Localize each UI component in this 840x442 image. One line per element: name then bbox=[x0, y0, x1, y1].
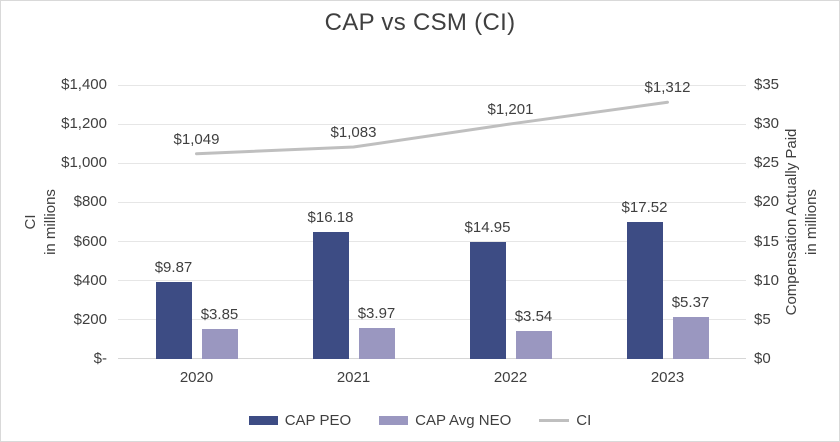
line-data-label: $1,049 bbox=[173, 130, 220, 148]
bar-data-label: $9.87 bbox=[154, 258, 193, 276]
bar-data-label: $3.54 bbox=[514, 308, 553, 326]
legend: CAP PEO CAP Avg NEO CI bbox=[1, 407, 839, 433]
y-axis-left-tick: $1,200 bbox=[61, 115, 107, 133]
bar-cap-peo-2023 bbox=[626, 221, 663, 359]
gridline bbox=[118, 241, 746, 243]
y-axis-right-tick: $30 bbox=[754, 115, 780, 133]
gridline bbox=[118, 319, 746, 321]
line-series-ci bbox=[195, 100, 669, 156]
y-axis-left-tick: $1,400 bbox=[61, 76, 107, 93]
bar-cap-avg-neo-2023 bbox=[672, 316, 709, 359]
bar-cap-peo-2020 bbox=[155, 281, 192, 359]
chart-title: CAP vs CSM (CI) bbox=[324, 9, 516, 36]
legend-line-marker bbox=[539, 418, 570, 422]
y-axis-left-tick: $1,000 bbox=[61, 154, 107, 172]
y-axis-right-tick: $15 bbox=[754, 232, 780, 250]
legend-item-ci: CI bbox=[539, 412, 591, 429]
y-axis-right-tick: $10 bbox=[754, 271, 780, 289]
line-data-label: $1,083 bbox=[330, 124, 377, 142]
y-axis-right-title-line2: in millions bbox=[803, 189, 820, 255]
x-axis-category-label: 2023 bbox=[650, 369, 685, 386]
y-axis-left-tick: $600 bbox=[73, 232, 107, 250]
bar-data-label: $3.85 bbox=[200, 305, 239, 323]
x-axis-category-label: 2022 bbox=[493, 369, 528, 386]
legend-label: CI bbox=[576, 411, 592, 429]
bar-cap-peo-2022 bbox=[469, 241, 506, 359]
legend-item-cap-avg-neo: CAP Avg NEO bbox=[379, 412, 511, 429]
y-axis-right-tick: $35 bbox=[754, 76, 780, 93]
bar-data-label: $5.37 bbox=[671, 293, 710, 311]
legend-label: CAP PEO bbox=[284, 411, 352, 429]
y-axis-right-tick: $0 bbox=[754, 350, 771, 367]
gridline bbox=[118, 123, 746, 125]
x-axis-category-label: 2020 bbox=[179, 369, 214, 386]
y-axis-left-tick: $400 bbox=[73, 271, 107, 289]
y-axis-left-tick: $200 bbox=[73, 310, 107, 328]
line-path bbox=[195, 100, 669, 156]
x-axis-line bbox=[118, 358, 746, 359]
bar-data-label: $3.97 bbox=[357, 304, 396, 322]
line-data-label: $1,312 bbox=[644, 79, 691, 97]
y-axis-right-tick: $20 bbox=[754, 193, 780, 211]
gridline bbox=[118, 84, 746, 86]
bar-data-label: $14.95 bbox=[464, 218, 511, 236]
gridline bbox=[118, 280, 746, 282]
gridline bbox=[118, 201, 746, 203]
x-axis-category-label: 2021 bbox=[336, 369, 371, 386]
bar-data-label: $17.52 bbox=[621, 198, 668, 216]
bar-data-label: $16.18 bbox=[307, 209, 354, 227]
bar-cap-avg-neo-2020 bbox=[201, 328, 238, 359]
y-axis-right-title-line1: Compensation Actually Paid bbox=[782, 128, 800, 316]
y-axis-right-tick: $5 bbox=[754, 310, 771, 328]
y-axis-left-tick: $- bbox=[93, 350, 107, 367]
bar-cap-peo-2021 bbox=[312, 232, 349, 359]
bar-cap-avg-neo-2021 bbox=[358, 327, 395, 359]
y-axis-right-tick: $25 bbox=[754, 154, 780, 172]
plot-area: $9.87 $16.18 $14.95 $17.52 $3.85 $3.97 $3.54 $5… bbox=[118, 79, 746, 359]
y-axis-right-title: Compensation Actually Paid in millions bbox=[782, 129, 823, 316]
line-data-label: $1,201 bbox=[487, 100, 534, 118]
legend-item-cap-peo: CAP PEO bbox=[248, 411, 352, 429]
gridline bbox=[118, 162, 746, 164]
legend-bar-marker bbox=[379, 415, 409, 425]
legend-bar-marker bbox=[248, 415, 278, 425]
y-axis-left-tick: $800 bbox=[73, 193, 107, 211]
bar-cap-avg-neo-2022 bbox=[515, 331, 552, 359]
legend-label: CAP Avg NEO bbox=[415, 411, 512, 429]
